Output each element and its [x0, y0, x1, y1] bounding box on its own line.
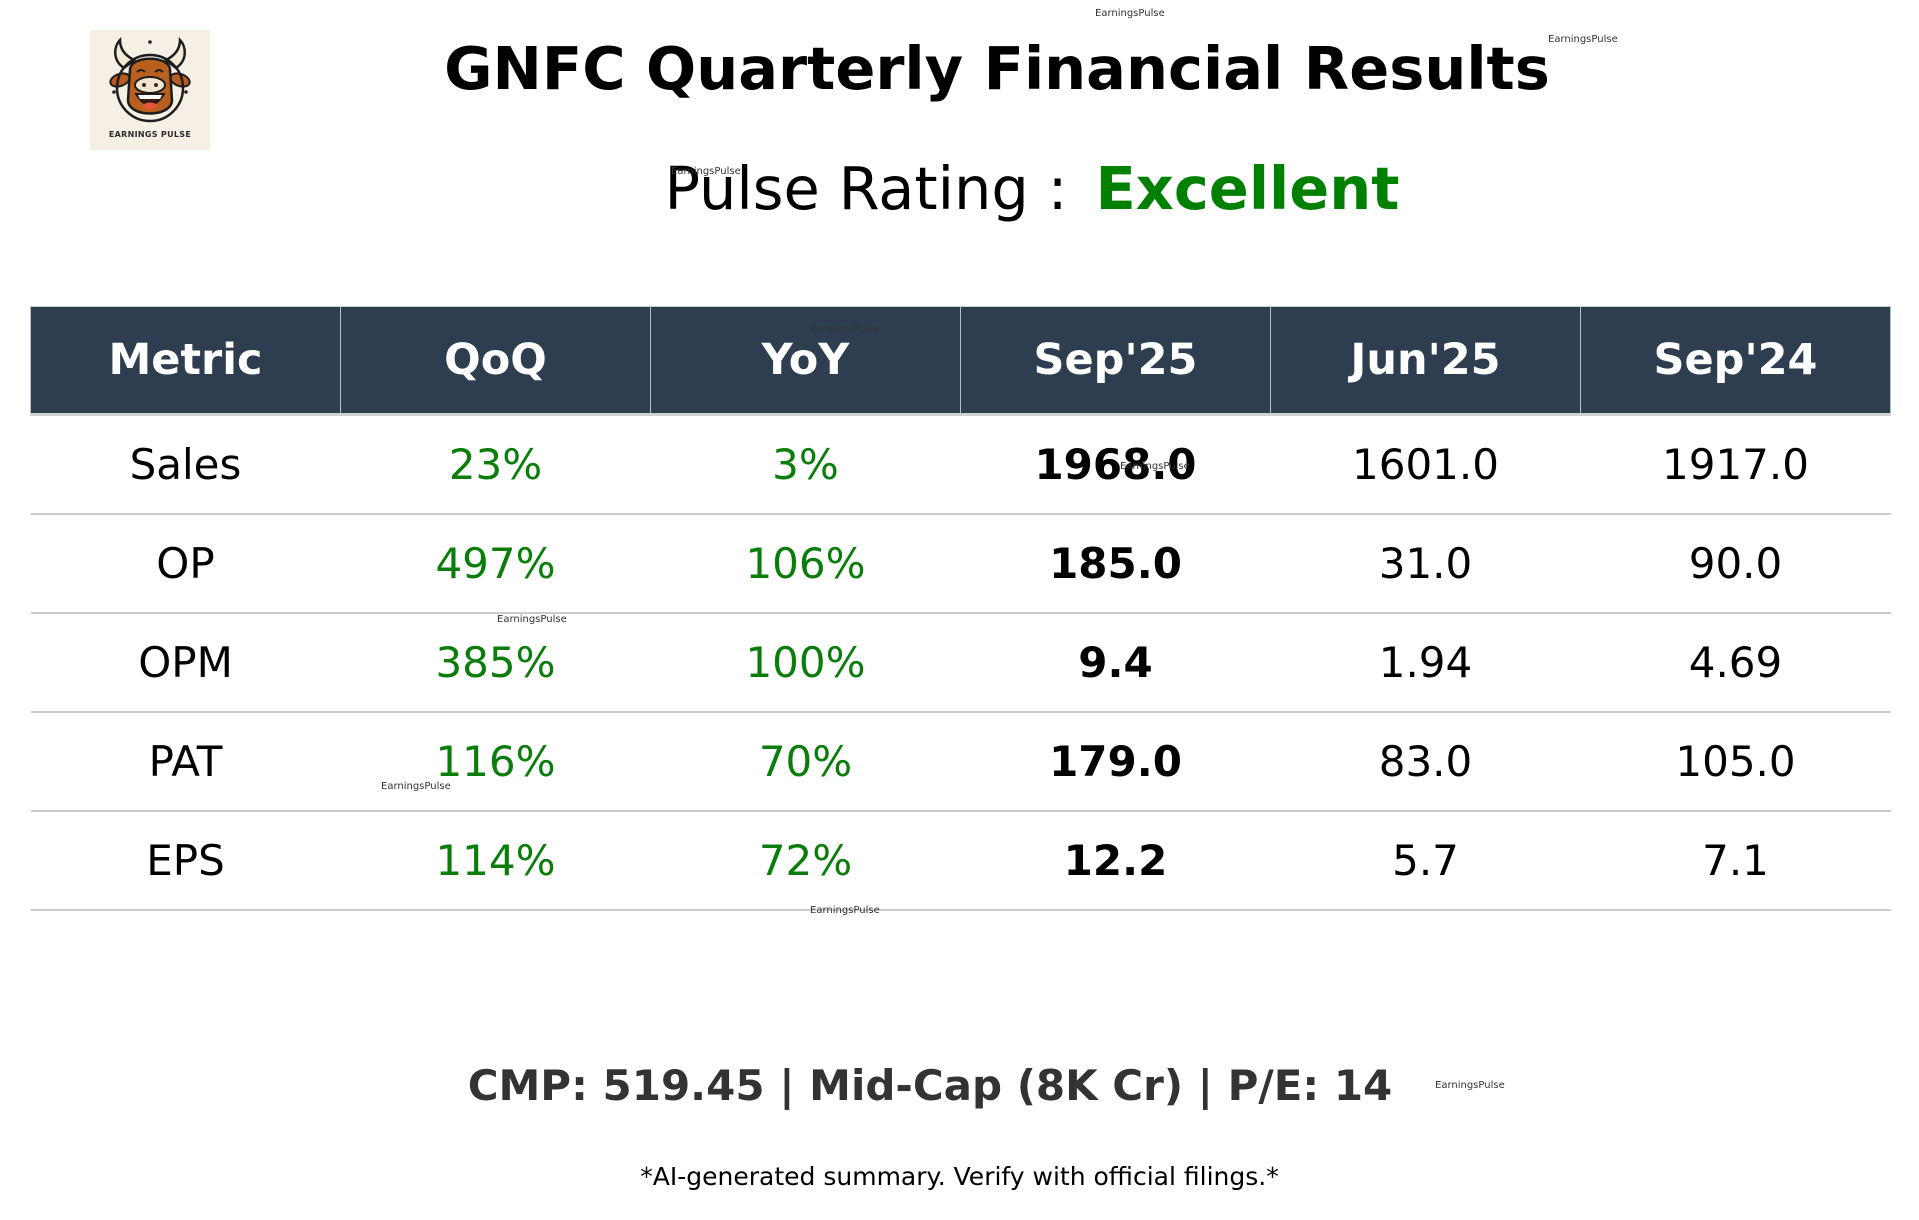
yoy-change: 72% — [650, 811, 961, 911]
qoq-change: 23% — [340, 414, 651, 515]
value-sep24: 90.0 — [1580, 514, 1891, 614]
qoq-change: 385% — [340, 613, 651, 713]
table-header-row: Metric QoQ YoY Sep'25 Jun'25 Sep'24 — [30, 306, 1891, 416]
table-row-eps: EPS 114% 72% 12.2 5.7 7.1 — [30, 811, 1891, 911]
watermark: EarningsPulse — [1548, 34, 1618, 45]
column-header-metric: Metric — [30, 306, 341, 416]
table-row-opm: OPM 385% 100% 9.4 1.94 4.69 — [30, 613, 1891, 713]
earnings-pulse-logo: EARNINGS PULSE — [90, 30, 210, 150]
watermark: EarningsPulse — [497, 614, 567, 625]
yoy-change: 70% — [650, 712, 961, 812]
value-sep24: 7.1 — [1580, 811, 1891, 911]
value-jun25: 83.0 — [1270, 712, 1581, 812]
value-sep24: 4.69 — [1580, 613, 1891, 713]
value-sep24: 105.0 — [1580, 712, 1891, 812]
table-row-op: OP 497% 106% 185.0 31.0 90.0 — [30, 514, 1891, 614]
metric-name: PAT — [30, 712, 341, 812]
watermark: EarningsPulse — [810, 324, 880, 335]
column-header-yoy: YoY — [650, 306, 961, 416]
column-header-sep24: Sep'24 — [1580, 306, 1891, 416]
logo-caption: EARNINGS PULSE — [108, 130, 192, 139]
pulse-rating-value: Excellent — [1095, 154, 1400, 223]
watermark: EarningsPulse — [381, 781, 451, 792]
disclaimer: *AI-generated summary. Verify with offic… — [640, 1162, 1279, 1191]
value-jun25: 5.7 — [1270, 811, 1581, 911]
metric-name: EPS — [30, 811, 341, 911]
value-jun25: 31.0 — [1270, 514, 1581, 614]
column-header-jun25: Jun'25 — [1270, 306, 1581, 416]
pulse-rating-label: Pulse Rating : — [664, 154, 1068, 223]
yoy-change: 106% — [650, 514, 961, 614]
yoy-change: 3% — [650, 414, 961, 515]
market-summary: CMP: 519.45 | Mid-Cap (8K Cr) | P/E: 14 — [467, 1061, 1393, 1110]
watermark: EarningsPulse — [671, 166, 741, 177]
watermark: EarningsPulse — [1435, 1080, 1505, 1091]
pulse-rating: Pulse Rating : Excellent — [0, 152, 1919, 226]
metric-name: OPM — [30, 613, 341, 713]
value-sep25: 179.0 — [960, 712, 1271, 812]
value-jun25: 1.94 — [1270, 613, 1581, 713]
watermark: EarningsPulse — [1095, 8, 1165, 19]
qoq-change: 497% — [340, 514, 651, 614]
table-row-pat: PAT 116% 70% 179.0 83.0 105.0 — [30, 712, 1891, 812]
watermark: EarningsPulse — [810, 905, 880, 916]
qoq-change: 114% — [340, 811, 651, 911]
value-sep25: 1968.0 — [960, 414, 1271, 515]
yoy-change: 100% — [650, 613, 961, 713]
value-jun25: 1601.0 — [1270, 414, 1581, 515]
value-sep25: 185.0 — [960, 514, 1271, 614]
watermark: EarningsPulse — [1120, 461, 1190, 472]
bull-mascot-icon — [109, 36, 191, 123]
value-sep25: 12.2 — [960, 811, 1271, 911]
metric-name: OP — [30, 514, 341, 614]
column-header-sep25: Sep'25 — [960, 306, 1271, 416]
value-sep25: 9.4 — [960, 613, 1271, 713]
metric-name: Sales — [30, 414, 341, 515]
value-sep24: 1917.0 — [1580, 414, 1891, 515]
column-header-qoq: QoQ — [340, 306, 651, 416]
page-title: GNFC Quarterly Financial Results — [444, 34, 1550, 103]
results-table: Metric QoQ YoY Sep'25 Jun'25 Sep'24 Sale… — [30, 306, 1891, 911]
qoq-change: 116% — [340, 712, 651, 812]
table-row-sales: Sales 23% 3% 1968.0 1601.0 1917.0 — [30, 414, 1891, 515]
